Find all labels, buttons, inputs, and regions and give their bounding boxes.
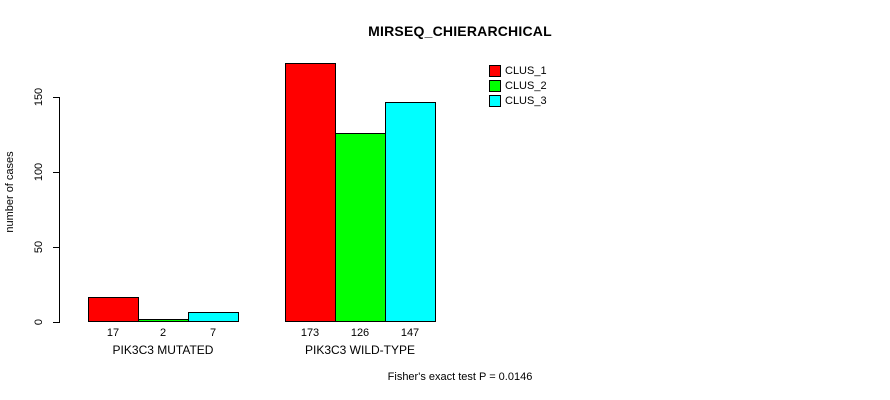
legend: CLUS_1 CLUS_2 CLUS_3: [489, 63, 547, 108]
group-label: PIK3C3 MUTATED: [112, 343, 214, 357]
bar-value-label: 2: [159, 327, 167, 339]
bar: [138, 319, 189, 322]
y-tick-label: 150: [33, 87, 45, 107]
legend-swatch-icon: [489, 94, 501, 107]
group-label: PIK3C3 WILD-TYPE: [304, 343, 416, 357]
legend-row: CLUS_2: [489, 78, 547, 93]
legend-row: CLUS_3: [489, 93, 547, 108]
footer-note: Fisher's exact test P = 0.0146: [387, 371, 533, 383]
legend-label: CLUS_1: [505, 64, 547, 77]
y-tick: [53, 246, 60, 248]
bar: [285, 62, 336, 322]
legend-label: CLUS_3: [505, 94, 547, 107]
y-tick-label: 100: [33, 162, 45, 182]
plot-area: 0 50 100 150 17 2 7 PIK3C3 MUTATED 173 126 147 PIK3…: [33, 60, 480, 357]
y-axis-line: [59, 97, 60, 323]
legend-swatch-icon: [489, 64, 501, 77]
y-axis-label: number of cases: [4, 151, 16, 233]
chart-title: MIRSEQ_CHIERARCHICAL: [368, 23, 552, 39]
bar-value-label: 147: [400, 327, 420, 339]
legend-swatch-icon: [489, 79, 501, 92]
bar: [88, 296, 139, 322]
legend-label: CLUS_2: [505, 79, 547, 92]
bar-value-label: 17: [106, 327, 120, 339]
y-tick: [53, 96, 60, 98]
y-tick: [53, 321, 60, 323]
bar: [335, 133, 386, 322]
bar-value-label: 173: [300, 327, 320, 339]
bar: [385, 101, 436, 322]
bar-value-label: 126: [350, 327, 370, 339]
y-tick-label: 0: [33, 318, 45, 326]
y-tick-label: 50: [33, 240, 45, 254]
bar-value-label: 7: [209, 327, 217, 339]
y-tick: [53, 171, 60, 173]
legend-row: CLUS_1: [489, 63, 547, 78]
bar: [188, 311, 239, 322]
